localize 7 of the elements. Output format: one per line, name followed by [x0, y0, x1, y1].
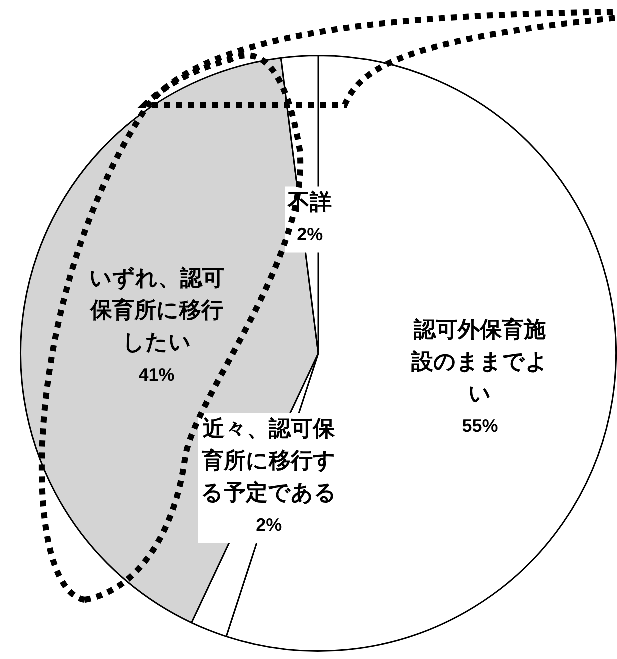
data-label: 55%	[462, 416, 498, 436]
slice-label: いずれ、認可保育所に移行したい	[89, 266, 224, 356]
data-label: 2%	[297, 224, 324, 245]
slice-label: 近々、認可保育所に移行する予定である	[201, 416, 338, 506]
data-label: 2%	[256, 515, 282, 536]
slice-label: 認可外保育施設のままでよい	[410, 316, 549, 407]
data-label: 41%	[138, 364, 175, 385]
